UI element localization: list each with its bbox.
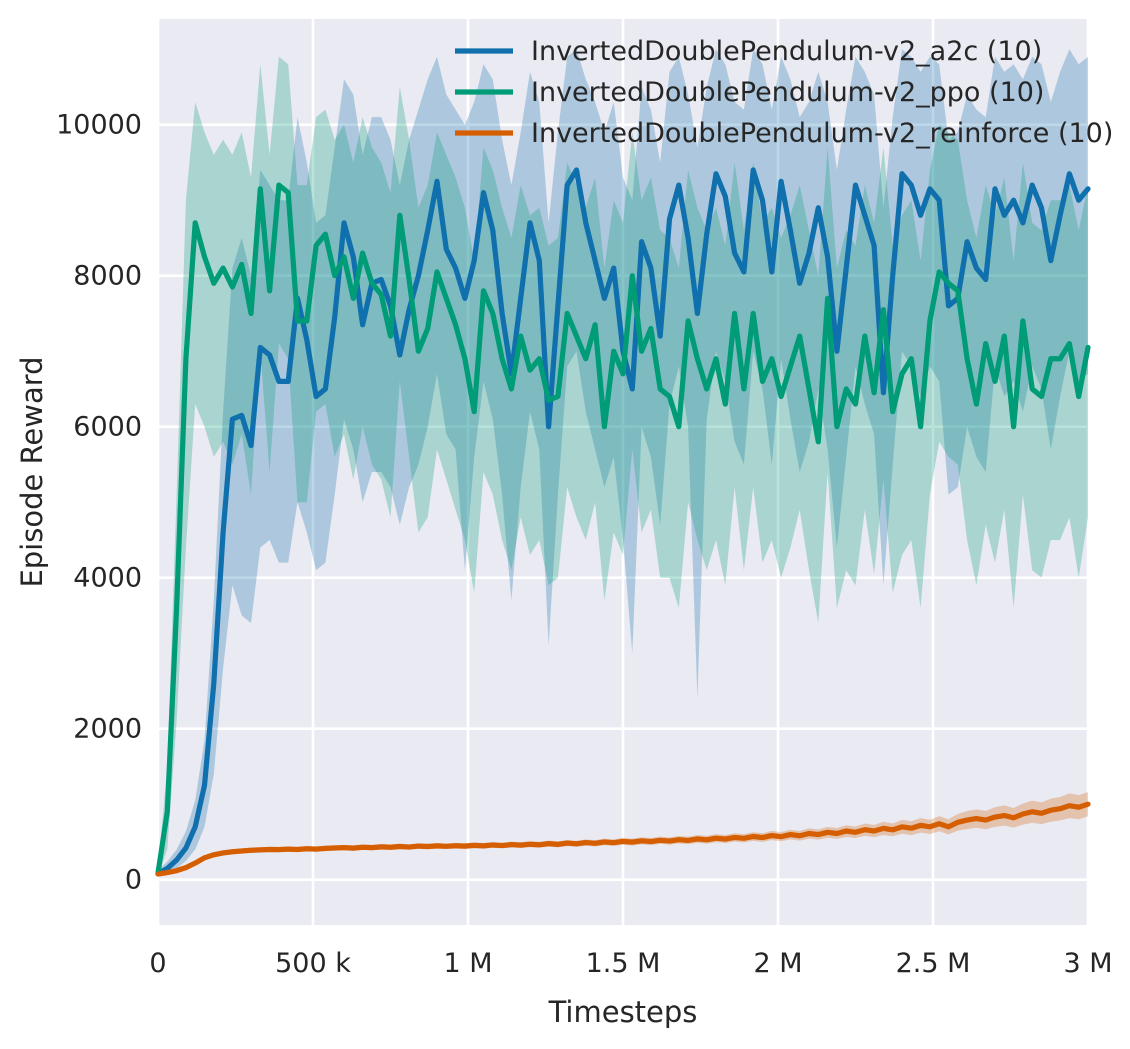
x-tick-label: 3 M: [1063, 948, 1112, 979]
x-axis-tick-labels: 0 500 k 1 M 1.5 M 2 M 2.5 M 3 M: [149, 948, 1112, 979]
x-tick-label: 0: [149, 948, 166, 979]
confidence-bands: [158, 49, 1088, 877]
confidence-band-1: [158, 56, 1088, 876]
x-tick-label: 1.5 M: [586, 948, 661, 979]
legend-label-2: InvertedDoublePendulum-v2_reinforce (10): [531, 118, 1113, 149]
legend-label-1: InvertedDoublePendulum-v2_ppo (10): [531, 77, 1044, 108]
x-tick-label: 2 M: [753, 948, 802, 979]
vertical-gridlines: [156, 19, 1090, 925]
series-line-1: [155, 182, 1091, 876]
x-axis-title: Timesteps: [548, 995, 698, 1029]
x-tick-label: 1 M: [443, 948, 492, 979]
x-tick-label: 500 k: [275, 948, 351, 979]
series-line-2: [155, 801, 1091, 877]
y-tick-label: 10000: [56, 110, 142, 141]
legend-label-0: InvertedDoublePendulum-v2_a2c (10): [531, 36, 1042, 67]
chart-legend: InvertedDoublePendulum-v2_a2c (10) Invert…: [455, 36, 1113, 149]
confidence-band-0: [158, 49, 1088, 877]
confidence-band-2: [158, 792, 1088, 876]
y-tick-label: 2000: [73, 714, 142, 745]
y-axis-title: Episode Reward: [15, 356, 49, 587]
y-tick-label: 6000: [73, 412, 142, 443]
y-axis-tick-labels: 0 2000 4000 6000 8000 10000: [56, 110, 142, 896]
series-lines: [155, 167, 1091, 877]
y-tick-label: 0: [125, 865, 142, 896]
x-tick-label: 2.5 M: [896, 948, 971, 979]
y-tick-label: 4000: [73, 563, 142, 594]
y-tick-label: 8000: [73, 261, 142, 292]
